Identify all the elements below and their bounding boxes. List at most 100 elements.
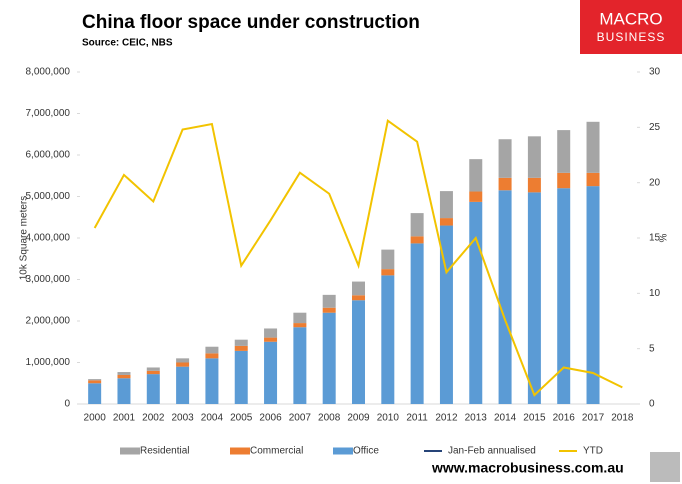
bar (264, 341, 278, 404)
x-tick-label: 2012 (435, 413, 458, 424)
bar (557, 130, 571, 173)
bar (88, 383, 102, 404)
bar (498, 190, 512, 404)
chart-subtitle: Source: CEIC, NBS (82, 38, 173, 49)
x-tick-label: 2017 (582, 413, 605, 424)
legend-label: Office (353, 446, 379, 457)
bar (234, 339, 248, 346)
bar (205, 358, 219, 404)
bar (146, 367, 160, 371)
legend-swatch (333, 447, 353, 455)
y-tick-label: 4,000,000 (26, 233, 71, 244)
legend-label: Jan-Feb annualised (448, 446, 536, 457)
legend-swatch (120, 447, 140, 455)
line (93, 118, 623, 397)
bar (586, 172, 600, 187)
bar (117, 378, 131, 404)
bar (146, 370, 160, 375)
legend-swatch (230, 447, 250, 455)
bar (586, 186, 600, 404)
y2-tick-label: 10 (649, 288, 661, 299)
y-tick-label: 0 (64, 399, 70, 410)
bar (176, 366, 190, 404)
y2-tick-label: 20 (649, 177, 661, 188)
bar (293, 327, 307, 404)
x-tick-label: 2004 (201, 413, 224, 424)
bar (498, 177, 512, 191)
bar (117, 372, 131, 375)
y2-axis-label: % (659, 233, 670, 242)
bar (352, 295, 365, 301)
bar (469, 191, 483, 202)
bar (439, 225, 453, 404)
bar (381, 275, 395, 404)
x-tick-label: 2013 (465, 413, 488, 424)
legend-label: Residential (140, 446, 189, 457)
logo-box (580, 0, 682, 54)
y-axis-label: 10k Square meters (19, 196, 30, 281)
x-tick-label: 2016 (553, 413, 576, 424)
bar (557, 172, 571, 189)
y-tick-label: 3,000,000 (26, 274, 71, 285)
footer-url: www.macrobusiness.com.au (431, 460, 624, 476)
bar (293, 312, 307, 324)
bar (439, 218, 453, 226)
bar (586, 121, 600, 173)
bar (322, 307, 336, 313)
bar (527, 177, 541, 193)
bar (439, 191, 453, 219)
logo-icon (650, 452, 680, 482)
y-tick-label: 1,000,000 (26, 357, 71, 368)
bar (88, 379, 102, 381)
bar (352, 281, 365, 296)
logo-text: BUSINESS (597, 30, 666, 44)
bar (410, 243, 424, 404)
bar (146, 374, 160, 404)
bar (527, 192, 541, 404)
x-tick-label: 2009 (347, 413, 370, 424)
bar (205, 346, 219, 354)
y-tick-label: 7,000,000 (26, 108, 71, 119)
bar (381, 269, 395, 276)
bar (264, 328, 278, 338)
y2-tick-label: 30 (649, 67, 661, 78)
bar (117, 374, 131, 379)
bar (352, 300, 365, 404)
chart-title: China floor space under construction (82, 12, 420, 33)
y2-tick-label: 0 (649, 399, 655, 410)
x-tick-label: 2006 (259, 413, 282, 424)
bar (176, 362, 190, 367)
bar (381, 249, 395, 270)
bar (469, 201, 483, 404)
bar (176, 358, 190, 363)
y-tick-label: 8,000,000 (26, 67, 71, 78)
logo-text: MACRO (599, 9, 662, 28)
bar (88, 380, 102, 384)
x-tick-label: 2001 (113, 413, 136, 424)
x-tick-label: 2008 (318, 413, 341, 424)
x-tick-label: 2007 (289, 413, 312, 424)
bar (264, 337, 278, 342)
y-tick-label: 6,000,000 (26, 150, 71, 161)
x-tick-label: 2018 (611, 413, 634, 424)
x-tick-label: 2010 (377, 413, 400, 424)
y2-tick-label: 5 (649, 343, 655, 354)
x-tick-label: 2015 (523, 413, 546, 424)
bar (205, 353, 219, 359)
bar (410, 236, 424, 244)
y2-tick-label: 25 (649, 122, 661, 133)
legend-label: YTD (583, 446, 603, 457)
bar (234, 345, 248, 351)
x-tick-label: 2000 (84, 413, 107, 424)
bar (527, 136, 541, 178)
bar (293, 323, 307, 328)
bar (557, 188, 571, 404)
y-tick-label: 5,000,000 (26, 191, 71, 202)
x-tick-label: 2011 (406, 413, 428, 424)
bar (469, 159, 483, 192)
x-tick-label: 2002 (142, 413, 165, 424)
bar (410, 213, 424, 237)
y2-tick-label: 15 (649, 233, 661, 244)
